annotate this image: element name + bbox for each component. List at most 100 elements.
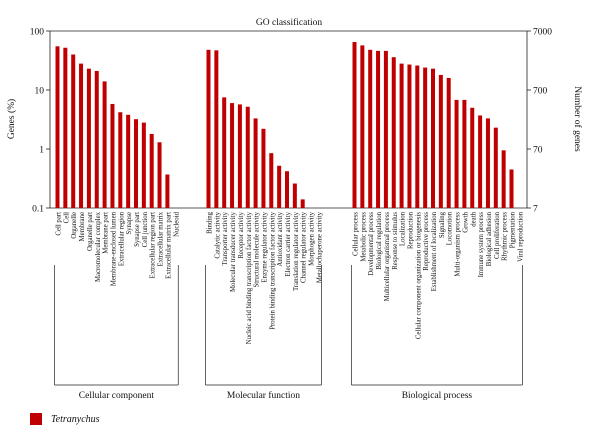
category-label: Signaling [439, 211, 446, 238]
category-label: Extracellular region [118, 211, 125, 266]
bar [352, 42, 357, 208]
bar [63, 47, 68, 209]
category-label: Cell proliferation [494, 211, 501, 259]
bar [360, 45, 365, 209]
category-label: death [470, 211, 477, 226]
bar [261, 128, 266, 208]
category-label: Synapse part [134, 212, 141, 247]
bar [71, 54, 76, 209]
bar [376, 50, 381, 208]
chart-title: GO classification [256, 17, 322, 28]
category-label: Morphogen activity [309, 211, 316, 265]
category-label: Localization [400, 211, 407, 246]
category-label: Membrane-enclosed lumen [110, 211, 117, 286]
category-label: Protein binding transcription factor act… [269, 211, 276, 329]
bar [454, 99, 459, 208]
bar [86, 68, 91, 209]
bar [509, 169, 514, 208]
bar [501, 150, 506, 208]
bar [79, 63, 84, 208]
bar [407, 64, 412, 209]
bar [253, 118, 258, 208]
category-label: Electron carrier activity [285, 211, 292, 276]
left-tick-label: 10 [35, 87, 45, 97]
group-label: Biological process [402, 391, 473, 401]
category-label: Developmental process [368, 212, 375, 276]
category-label: Extracellular matrix [158, 211, 165, 266]
category-label: Metabolic process [360, 212, 367, 262]
category-label: Viral reproduction [517, 211, 524, 262]
bar [285, 171, 289, 208]
bar [478, 115, 483, 208]
left-tick-label: 1 [39, 146, 44, 156]
bar [94, 70, 99, 208]
bar [55, 46, 60, 208]
bar [165, 174, 170, 208]
category-label: Pigmentation [510, 211, 517, 248]
bar [206, 49, 211, 209]
bar [399, 63, 404, 208]
right-tick-label: 70 [533, 146, 543, 156]
right-tick-label: 7 [533, 205, 538, 215]
category-label: Cellular component organization or bioge… [415, 212, 422, 339]
category-label: Locomotion [447, 211, 454, 245]
category-label: Receptor activity [238, 211, 245, 258]
category-label: Antioxidant activity [277, 211, 284, 266]
category-label: Reproductive process [423, 212, 430, 271]
category-label: Organelle [71, 212, 78, 239]
bar [230, 103, 235, 208]
left-tick-label: 0.1 [32, 205, 44, 215]
category-label: Biological regulation [376, 211, 383, 269]
right-tick-label: 7000 [533, 28, 552, 38]
category-label: Membrane [79, 212, 86, 241]
bar [462, 99, 467, 208]
bar [118, 112, 123, 208]
bar [157, 142, 162, 208]
category-label: Extracellular region part [150, 212, 157, 279]
bar [391, 57, 396, 208]
category-label: Structural molecule activity [254, 211, 261, 287]
y-axis-left-label: Genes (%) [6, 99, 17, 139]
bar [222, 97, 227, 208]
y-axis-right-label: Number of genes [572, 86, 583, 152]
category-label: Response to stimulus [392, 212, 399, 270]
bar [446, 77, 451, 208]
bar [431, 68, 435, 209]
bar [485, 118, 490, 208]
category-label: Cell [63, 212, 70, 223]
group-label: Cellular component [79, 391, 155, 401]
bar [470, 107, 475, 208]
bar [102, 81, 107, 208]
category-label: Cellular process [353, 212, 360, 256]
category-label: Translation regulator activity [293, 211, 300, 291]
bar [277, 165, 282, 208]
bar [493, 127, 498, 208]
bar [141, 122, 146, 208]
bar [415, 65, 420, 208]
chart-legend: Tetranychus [30, 413, 100, 425]
bar [134, 119, 138, 208]
category-label: Organelle part [87, 212, 94, 251]
left-tick-label: 100 [30, 28, 45, 38]
category-label: Metallochaperone activity [316, 211, 323, 283]
bar [438, 74, 443, 208]
bar [149, 133, 154, 208]
category-label: Immune system process [478, 212, 485, 278]
category-label: Macromolecular complex [95, 211, 102, 282]
category-label: Binding [207, 211, 214, 234]
bar [245, 106, 250, 208]
category-label: Channel regulator activity [301, 211, 308, 283]
bar [126, 114, 131, 208]
group-label: Molecular function [227, 390, 300, 401]
category-label: Multicellular organismal process [384, 212, 391, 302]
category-label: Molecular transducer activity [230, 211, 237, 292]
right-tick-label: 700 [533, 87, 548, 97]
category-label: Transporter activity [222, 211, 229, 265]
category-label: Multi-organism process [455, 212, 462, 277]
bar [383, 50, 388, 208]
category-label: Establishment of localization [431, 211, 438, 291]
bar [269, 153, 274, 208]
bar [237, 104, 242, 208]
bar [423, 67, 428, 208]
